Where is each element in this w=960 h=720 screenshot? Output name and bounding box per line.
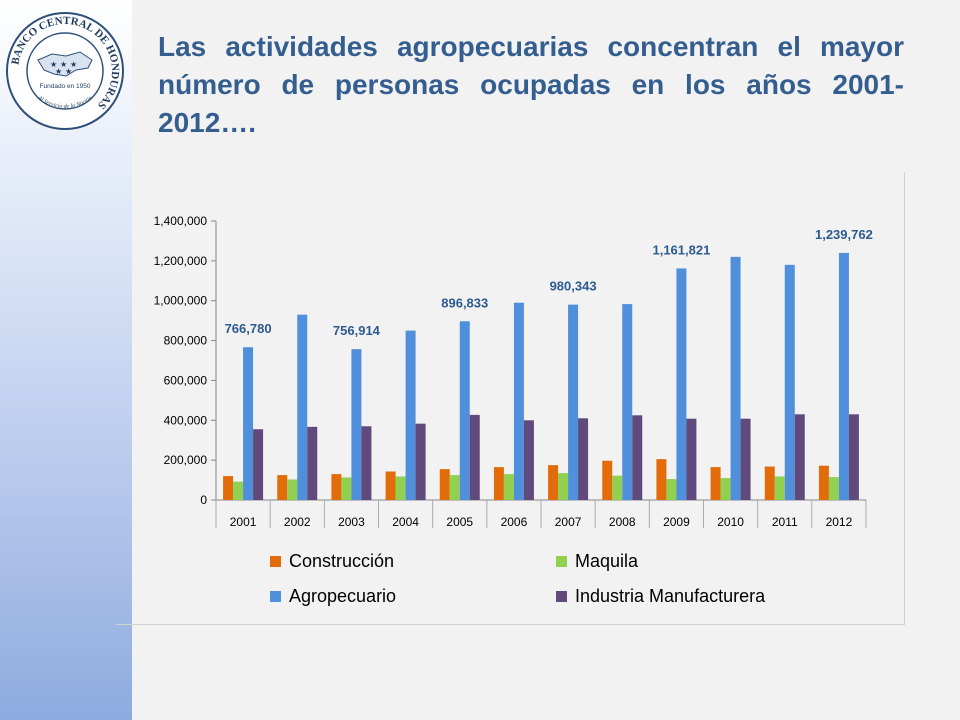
- bar-industria-manufacturera-2011: [794, 414, 805, 500]
- bar-agropecuario-2006: [513, 302, 524, 500]
- star-icon: ★: [60, 60, 67, 69]
- bar-construccion-2011: [764, 466, 775, 500]
- bar-construccion-2005: [439, 469, 450, 500]
- bar-agropecuario-2010: [730, 256, 741, 500]
- y-tick-label: 1,400,000: [154, 214, 208, 228]
- y-tick-label: 0: [200, 493, 207, 507]
- x-tick-label: 2003: [338, 515, 365, 529]
- bar-industria-manufacturera-2004: [415, 423, 426, 500]
- bar-maquila-2011: [774, 476, 785, 500]
- bar-maquila-2009: [666, 479, 677, 500]
- bar-maquila-2012: [828, 477, 839, 500]
- star-icon: ★: [70, 60, 77, 69]
- bar-industria-manufacturera-2010: [740, 418, 751, 500]
- bar-maquila-2003: [341, 477, 352, 500]
- data-label: 980,343: [550, 279, 597, 294]
- bar-agropecuario-2011: [784, 264, 795, 500]
- bar-industria-manufacturera-2001: [253, 429, 264, 500]
- y-tick-label: 800,000: [164, 334, 208, 348]
- bar-maquila-2004: [395, 476, 406, 500]
- data-label: 756,914: [333, 323, 381, 338]
- bar-agropecuario-2005: [459, 321, 470, 500]
- bar-construccion-2007: [548, 465, 559, 500]
- x-tick-label: 2008: [609, 515, 636, 529]
- x-tick-label: 2002: [284, 515, 311, 529]
- bar-construccion-2008: [602, 460, 613, 500]
- x-tick-label: 2011: [772, 515, 798, 529]
- bar-industria-manufacturera-2006: [523, 420, 534, 500]
- bar-agropecuario-2004: [405, 330, 416, 500]
- bar-construccion-2001: [223, 476, 234, 500]
- bar-industria-manufacturera-2003: [361, 426, 372, 500]
- legend-label: Maquila: [575, 551, 639, 571]
- bar-industria-manufacturera-2005: [469, 414, 480, 500]
- bar-maquila-2007: [558, 473, 569, 500]
- bar-industria-manufacturera-2012: [848, 414, 859, 500]
- legend-swatch: [556, 591, 567, 602]
- bar-maquila-2008: [612, 475, 623, 500]
- bar-construccion-2004: [385, 471, 396, 500]
- bar-construccion-2010: [710, 467, 721, 500]
- x-tick-label: 2012: [826, 515, 853, 529]
- data-label: 1,239,762: [815, 227, 873, 242]
- bar-industria-manufacturera-2002: [307, 426, 318, 500]
- honduras-map-icon: [37, 51, 93, 77]
- y-tick-label: 1,000,000: [154, 294, 208, 308]
- bar-agropecuario-2009: [676, 268, 687, 500]
- bar-agropecuario-2007: [568, 304, 579, 500]
- legend-label: Industria Manufacturera: [575, 586, 766, 606]
- slide-title: Las actividades agropecuarias concentran…: [158, 31, 904, 138]
- star-icon: ★: [50, 60, 57, 69]
- bar-construccion-2002: [277, 475, 288, 500]
- legend-swatch: [270, 591, 281, 602]
- star-icon: ★: [65, 67, 72, 76]
- star-icon: ★: [55, 67, 62, 76]
- bar-maquila-2005: [449, 475, 460, 500]
- logo-founded: Fundado en 1950: [40, 83, 91, 90]
- bar-industria-manufacturera-2008: [632, 415, 643, 500]
- bar-agropecuario-2012: [838, 252, 849, 500]
- x-tick-label: 2001: [230, 515, 257, 529]
- bar-agropecuario-2002: [297, 314, 308, 500]
- chart-frame: [116, 172, 905, 625]
- bar-industria-manufacturera-2007: [578, 418, 589, 500]
- bar-maquila-2010: [720, 478, 731, 500]
- y-tick-label: 400,000: [164, 413, 208, 427]
- legend-swatch: [270, 556, 281, 567]
- bar-maquila-2006: [503, 474, 514, 500]
- legend-swatch: [556, 556, 567, 567]
- bar-maquila-2002: [287, 479, 298, 500]
- y-tick-label: 600,000: [164, 373, 208, 387]
- x-tick-label: 2006: [501, 515, 528, 529]
- y-tick-label: 200,000: [164, 453, 208, 467]
- y-tick-label: 1,200,000: [154, 254, 208, 268]
- data-label: 896,833: [441, 295, 488, 310]
- x-tick-label: 2007: [555, 515, 582, 529]
- bar-agropecuario-2001: [243, 347, 254, 500]
- x-tick-label: 2004: [392, 515, 419, 529]
- bar-construccion-2006: [493, 467, 504, 500]
- data-label: 1,161,821: [652, 242, 710, 257]
- data-label: 766,780: [225, 321, 272, 336]
- bar-construccion-2003: [331, 474, 342, 500]
- central-bank-logo: BANCO CENTRAL DE HONDURAS ★ ★ ★ ★ ★ Fund…: [6, 12, 124, 130]
- bar-agropecuario-2003: [351, 349, 362, 500]
- legend-label: Construcción: [289, 551, 394, 571]
- x-tick-label: 2009: [663, 515, 690, 529]
- x-tick-label: 2010: [717, 515, 744, 529]
- bar-industria-manufacturera-2009: [686, 418, 697, 500]
- bar-maquila-2001: [233, 481, 244, 500]
- legend-label: Agropecuario: [289, 586, 396, 606]
- x-tick-label: 2005: [446, 515, 473, 529]
- bar-construccion-2009: [656, 459, 667, 500]
- bar-agropecuario-2008: [622, 304, 633, 500]
- bar-construccion-2012: [818, 465, 829, 500]
